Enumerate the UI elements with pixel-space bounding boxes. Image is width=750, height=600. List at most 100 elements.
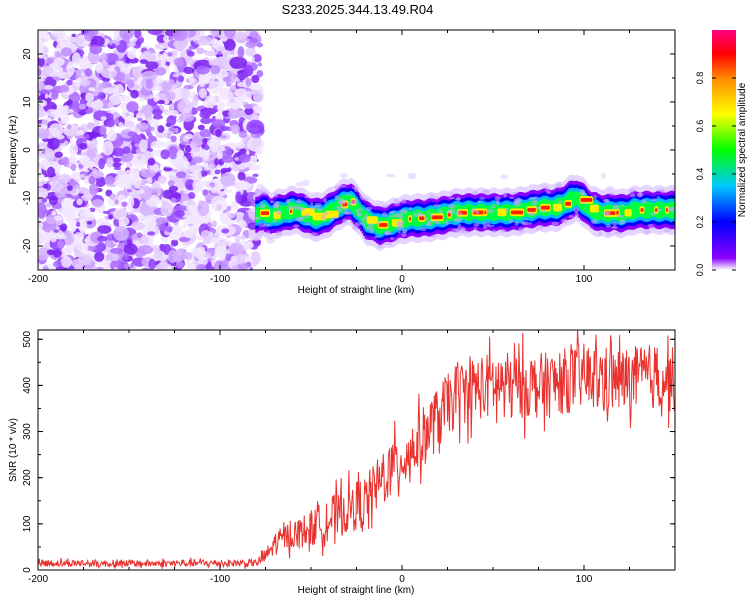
noise-blob [229,56,248,69]
noise-blob [134,30,142,39]
noise-blob [177,99,193,114]
noise-blob [111,43,116,48]
noise-blob [53,57,65,67]
noise-blob [138,185,153,201]
noise-blob [102,77,111,83]
colorbar-tick-label: 0.8 [695,72,705,85]
trace-halo [580,201,587,204]
trace-halo [259,204,266,209]
noise-blob [247,222,258,230]
trace-halo [310,232,318,237]
trace-halo [336,208,342,213]
noise-blob [141,267,150,270]
noise-blob [136,232,143,238]
noise-blob [76,198,83,206]
noise-blob [46,249,55,256]
trace-halo [291,205,299,210]
trace-hotspot [589,204,599,213]
noise-blob [46,216,57,225]
noise-blob [234,234,241,243]
trace-peak [565,201,572,206]
noise-blob [234,157,240,161]
noise-blob [89,207,96,213]
trace-peak [655,208,658,212]
noise-blob [79,155,91,166]
trace-halo [474,191,478,195]
trace-halo [551,221,559,226]
noise-blob [170,197,177,203]
noise-blob [221,228,230,234]
noise-blob [53,229,59,233]
colorbar-gradient [712,30,736,270]
noise-blob [66,61,75,76]
snr-y-tick-label: 100 [22,515,33,532]
trace-halo [511,191,520,194]
trace-halo [509,196,514,199]
noise-blob [78,103,87,110]
noise-blob [199,110,211,119]
noise-blob [77,77,82,84]
trace-halo [430,213,434,218]
noise-blob [166,265,174,270]
noise-blob [167,131,174,135]
noise-blob [54,151,64,158]
noise-blob [238,220,247,229]
noise-blob [45,117,52,121]
trace-halo [310,202,314,207]
trace-halo [396,220,403,227]
trace-halo [505,208,509,213]
trace-halo [492,229,496,234]
noise-blob [219,90,234,101]
trace-halo [293,224,300,228]
noise-blob [38,44,49,55]
trace-halo [451,228,460,233]
colorbar-tick-label: 0.2 [695,216,705,229]
trace-halo [527,212,536,216]
noise-blob [208,163,215,171]
spectrogram-y-tick-label: 0 [22,147,33,153]
noise-blob [220,172,236,187]
noise-blob [60,256,73,268]
noise-blob [102,87,117,94]
noise-blob [127,131,138,138]
noise-blob [202,138,208,144]
noise-blob [76,206,91,216]
noise-blob [60,223,68,232]
noise-blob [235,142,245,149]
noise-blob [202,189,209,196]
noise-blob [126,239,132,245]
trace-halo [347,202,355,206]
colorbar-ticks: 0.0 0.2 0.4 0.6 0.8 [695,72,736,276]
noise-blob [146,175,153,185]
noise-blob [85,92,95,103]
noise-blob [222,239,233,247]
noise-blob [76,130,85,136]
trace-halo [266,230,271,236]
noise-blob [120,102,129,111]
noise-blob [71,100,80,109]
noise-blob [210,30,222,38]
noise-blob [153,248,162,260]
noise-blob [113,267,118,270]
trace-halo [641,199,647,204]
noise-blob [106,109,112,114]
noise-blob [44,78,51,82]
noise-blob [86,101,93,107]
noise-blob [249,38,259,44]
noise-blob [208,58,214,66]
spectrogram-x-tick-label: -100 [210,274,230,285]
noise-blob [210,38,219,45]
noise-blob [42,183,49,189]
noise-blob [147,231,156,236]
noise-blob [66,79,73,86]
noise-blob [74,242,89,252]
noise-blob [223,30,236,38]
trace-halo [381,211,388,217]
noise-blob [152,114,163,120]
noise-blob [196,47,205,55]
trace-halo [592,195,598,200]
trace-halo [361,218,367,222]
spectrogram-y-tick-label: -20 [22,238,33,253]
noise-blob [225,253,232,262]
snr-y-label: SNR (10 * v/v) [8,418,19,482]
